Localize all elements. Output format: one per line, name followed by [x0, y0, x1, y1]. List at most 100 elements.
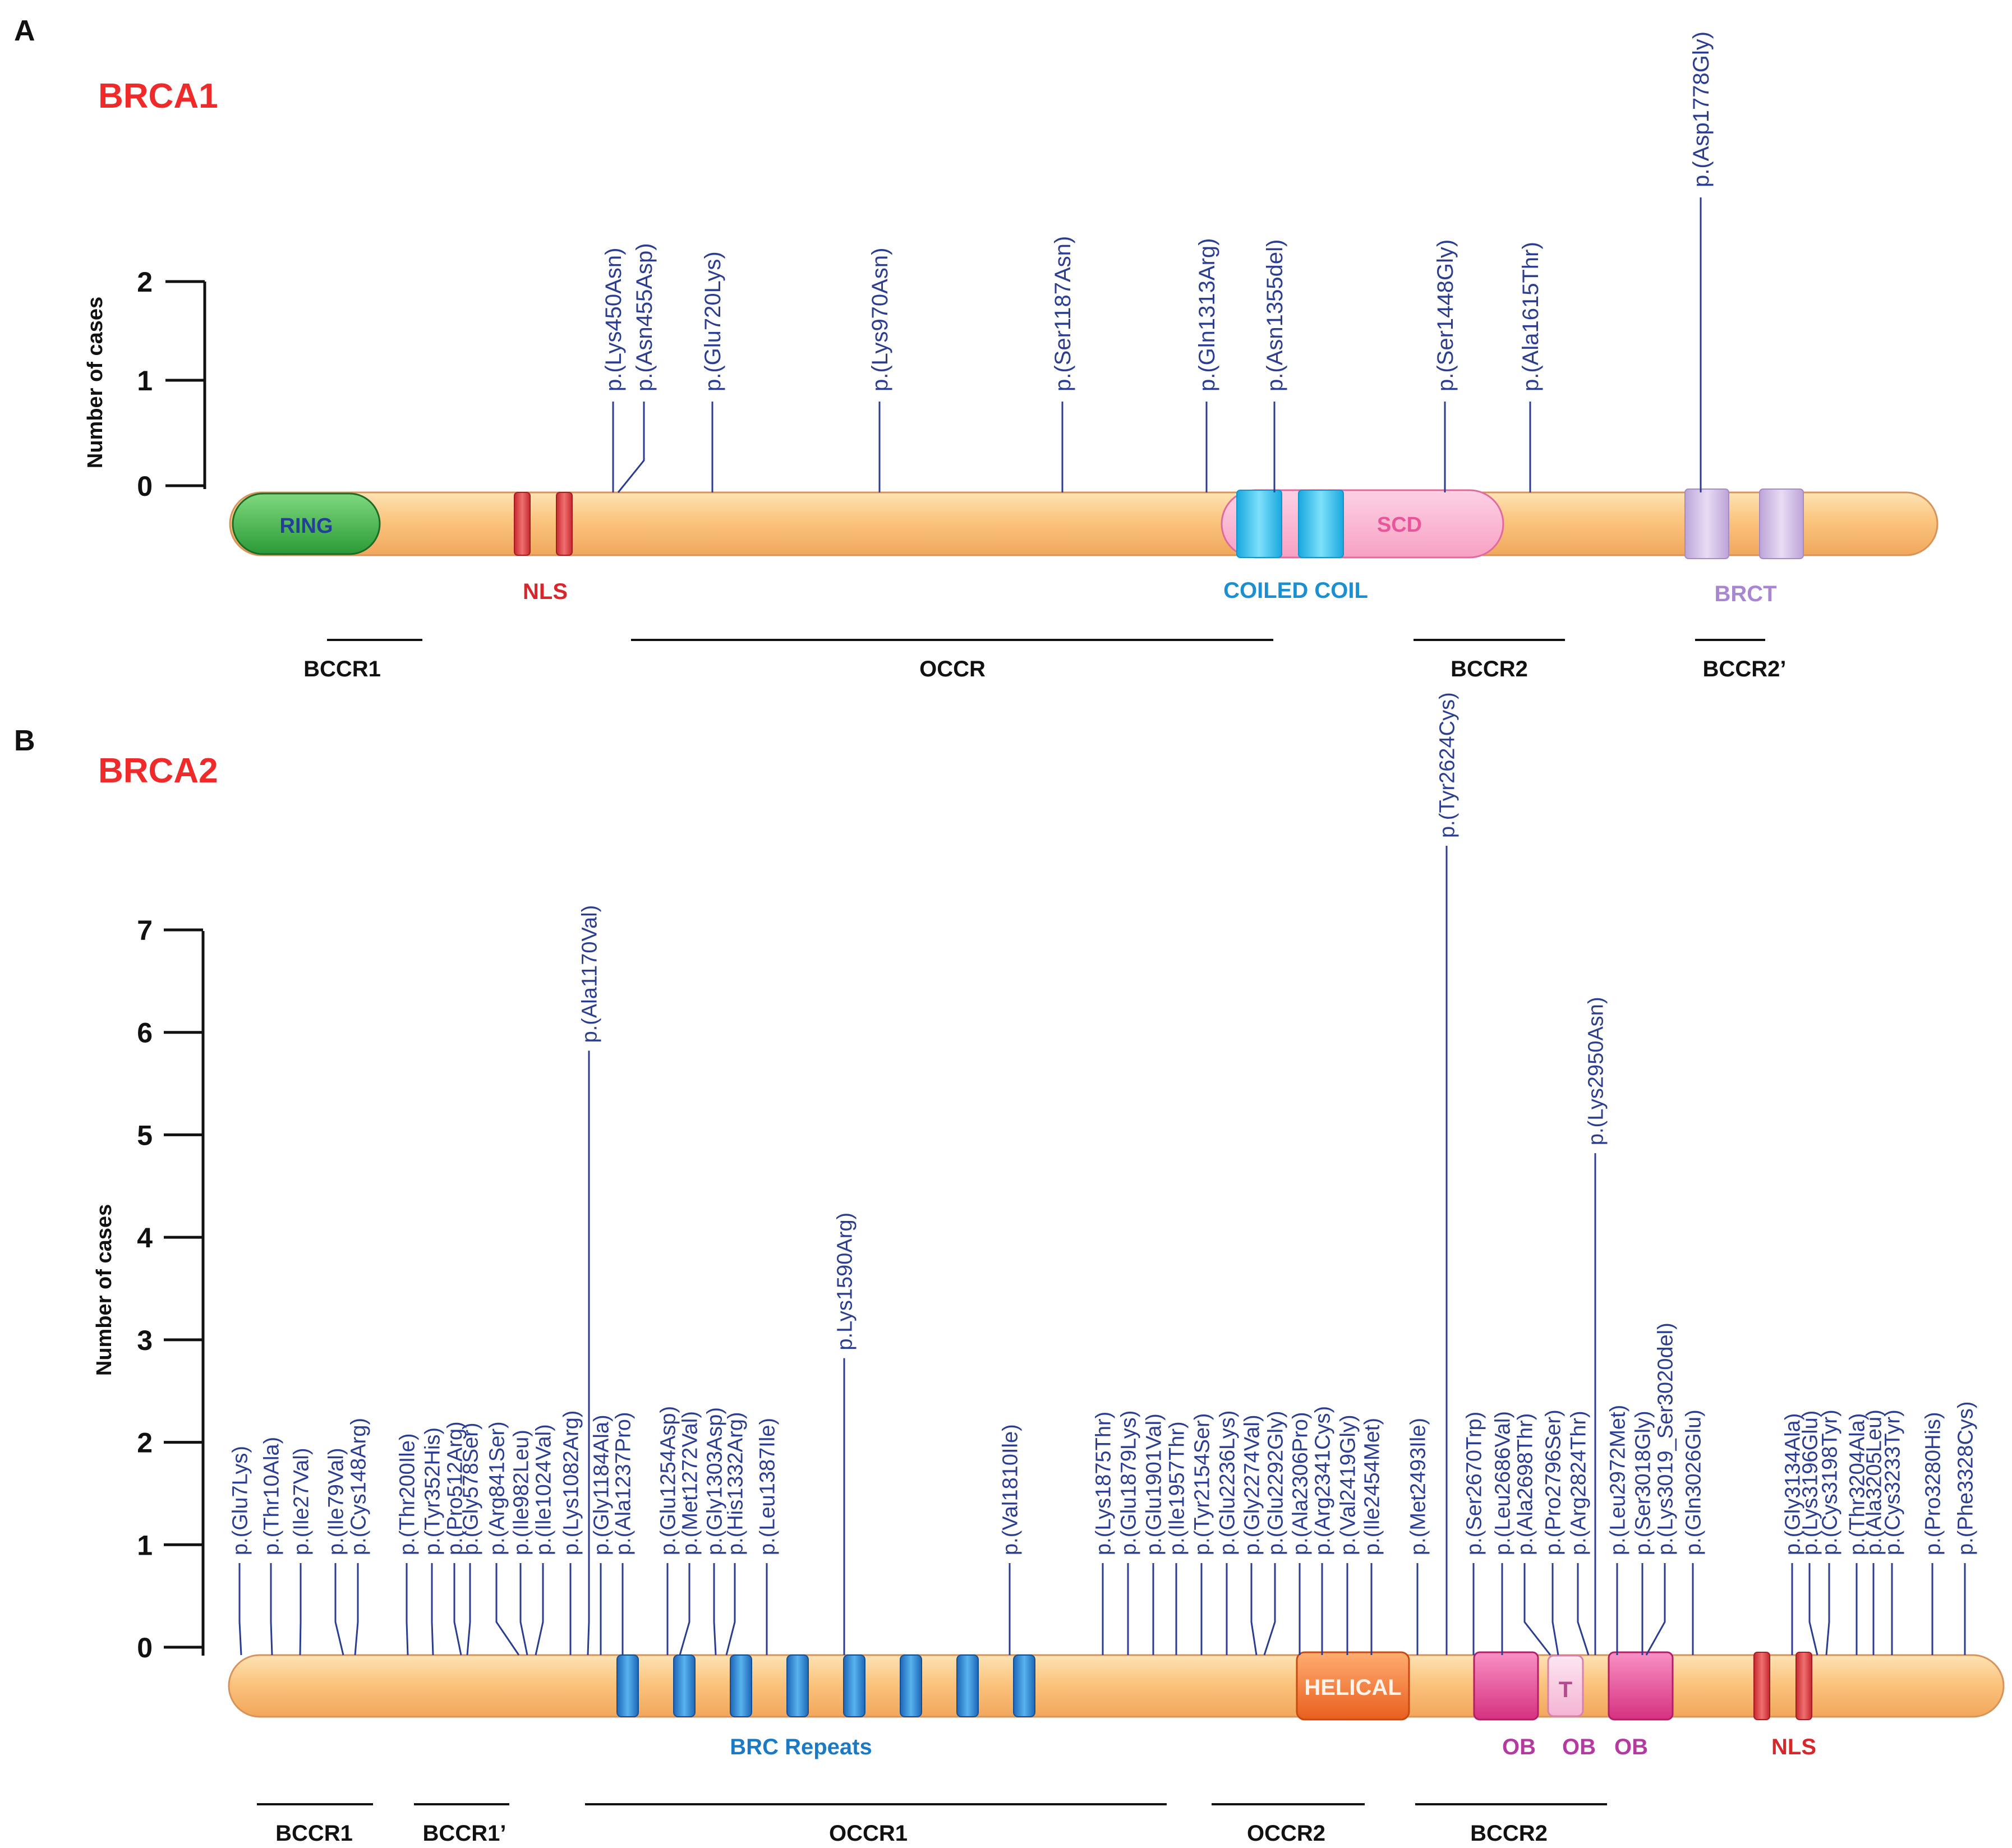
brc-repeat — [900, 1655, 922, 1717]
panel-b-y-tick-label: 2 — [137, 1427, 153, 1459]
brc-repeat — [843, 1655, 865, 1717]
variant-label: p.(Tyr352His) — [421, 1427, 444, 1555]
variant-stem — [1250, 1563, 1258, 1656]
brc-repeat — [616, 1655, 639, 1717]
variant-stem — [466, 1563, 471, 1656]
variant-label: p.(Lys1875Thr) — [1092, 1412, 1115, 1555]
panel-b-y-tick-label: 0 — [137, 1632, 153, 1663]
panel-b-y-axis-title: Number of cases — [93, 1204, 116, 1376]
variant-stem — [725, 1563, 736, 1656]
brca1-variants: p.(Lys450Asn) p.(Asn455Asp) p.(Glu720Lys) p… — [601, 31, 1714, 493]
variant-label: p.(Arg841Ser) — [485, 1421, 509, 1555]
variant-label: p.(Glu1254Asp) — [656, 1406, 680, 1555]
variant-label: p.(Gln1313Arg) — [1195, 238, 1219, 391]
coiled-coil-segment — [1298, 490, 1344, 558]
panel-a-y-tick-label: 0 — [137, 471, 153, 502]
brc-repeat — [1013, 1655, 1035, 1717]
variant-stem — [270, 1563, 273, 1656]
scd-label: SCD — [1377, 513, 1422, 537]
variant-label: p.(Ile2454Met) — [1360, 1418, 1384, 1555]
panel-a-y-axis-title: Number of cases — [84, 297, 107, 468]
panel-b-y-tick-label: 6 — [137, 1017, 153, 1049]
nls-segment — [1795, 1652, 1812, 1720]
variant-label: p.(Gly1303Asp) — [703, 1407, 726, 1555]
ob-label: OB — [1562, 1735, 1596, 1759]
variant-label: p.(Thr200Ile) — [395, 1433, 419, 1555]
variant-label: p.(Asn455Asp) — [632, 243, 657, 391]
variant-label: p.(Leu1387Ile) — [756, 1418, 779, 1555]
variant-label: p.(Ala1237Pro) — [611, 1412, 635, 1555]
nls-segment — [514, 492, 531, 556]
variant-label: p.(His1332Arg) — [724, 1412, 747, 1555]
variant-label: p.(Phe3328Cys) — [1954, 1401, 1977, 1555]
region-label: BCCR2 — [1470, 1821, 1548, 1846]
variant-label: p.(Lys1082Arg) — [559, 1411, 583, 1555]
region-label: OCCR1 — [829, 1821, 908, 1846]
tower-label: T — [1559, 1678, 1572, 1702]
variant-stem — [535, 1563, 544, 1656]
variant-label: p.(Met1272Val) — [678, 1411, 702, 1555]
variant-label: p.(Lys970Asn) — [868, 248, 892, 391]
variant-label: p.(Val2419Gly) — [1336, 1414, 1360, 1555]
variant-label: p.(Leu2972Met) — [1606, 1405, 1629, 1555]
variant-label: p.(Glu1901Val) — [1142, 1413, 1166, 1555]
ob-label: OB — [1614, 1735, 1648, 1759]
variant-stem — [299, 1563, 302, 1656]
panel-b-regions: BCCR1 BCCR1’ OCCR1 OCCR2 BCCR2 — [257, 1803, 1607, 1846]
variant-label: p.Lys1590Arg) — [833, 1213, 857, 1351]
variant-label: p.(Pro3280His) — [1921, 1412, 1945, 1555]
variant-label: p.(Ile1024Val) — [532, 1424, 555, 1555]
variant-stem — [1825, 1563, 1830, 1656]
variant-label: p.(Ser2670Trp) — [1462, 1412, 1486, 1555]
nls-label: NLS — [1771, 1735, 1816, 1759]
panel-b-y-axis: 0 1 2 3 4 5 6 7 Number of cases — [93, 915, 205, 1663]
brc-repeat — [786, 1655, 809, 1717]
variant-label: p.(Cys3198Tyr) — [1818, 1409, 1841, 1555]
panel-a-y-tick-label: 2 — [137, 266, 153, 298]
variant-stem — [354, 1563, 359, 1656]
variant-label: p.(Lys3019_Ser3020del) — [1654, 1322, 1677, 1555]
variant-label: p.(Glu2292Gly) — [1264, 1411, 1287, 1555]
brct-segment — [1684, 489, 1729, 559]
variant-label: p.(Ala2306Pro) — [1288, 1412, 1312, 1555]
ob-fold-domain — [1473, 1651, 1539, 1721]
panel-b-y-tick-label: 1 — [137, 1529, 153, 1561]
variant-label: p.(Ala2698Thr) — [1513, 1413, 1537, 1555]
variant-stem — [1551, 1563, 1559, 1656]
variant-label: p.(Leu2686Val) — [1491, 1411, 1514, 1555]
variant-label: p.(Ile79Val) — [324, 1448, 348, 1555]
variant-stem — [1645, 1563, 1666, 1656]
panel-b-y-ticks: 0 1 2 3 4 5 6 7 — [137, 915, 203, 1663]
panel-a-regions: BCCR1 OCCR BCCR2 BCCR2’ — [303, 639, 1786, 681]
brc-repeat — [730, 1655, 752, 1717]
variant-label: p.(Met2493Ile) — [1406, 1418, 1430, 1555]
variant-label: p.(Ser3018Gly) — [1631, 1411, 1655, 1555]
variant-label: p.(Arg2341Cys) — [1311, 1406, 1334, 1555]
variant-stem — [1523, 1563, 1551, 1656]
brca1-protein-bar: RING SCD — [229, 489, 1939, 559]
variant-label: p.(Ile1957Thr) — [1165, 1421, 1189, 1555]
panel-b-letter: B — [14, 725, 35, 757]
variant-label: p.(Glu2236Lys) — [1216, 1411, 1239, 1555]
panel-a-y-tick-label: 1 — [137, 365, 153, 397]
variant-label: p.(Pro2796Ser) — [1541, 1409, 1565, 1555]
ring-domain — [232, 492, 381, 555]
variant-label: p.(Ser1187Asn) — [1051, 236, 1075, 391]
panel-a-letter: A — [14, 15, 35, 47]
brca2-protein-bar: HELICAL T — [228, 1651, 2005, 1721]
variant-label: p.(Glu7Lys) — [228, 1446, 252, 1555]
region-label: BCCR2 — [1451, 657, 1528, 681]
brct-segment — [1759, 489, 1804, 559]
region-label: BCCR1 — [303, 657, 381, 681]
variant-label: p.(Gly578Ser) — [459, 1422, 482, 1555]
variant-label: p.(Asn1355del) — [1263, 239, 1287, 391]
ring-domain-label: RING — [280, 514, 333, 538]
brc-repeat — [956, 1655, 979, 1717]
variant-label: p.(Ile27Val) — [289, 1448, 313, 1555]
variant-label: p.(Glu1879Lys) — [1117, 1411, 1140, 1555]
variant-stem — [587, 1050, 590, 1656]
brc-repeat — [673, 1655, 696, 1717]
variant-label: p.(Thr10Ala) — [260, 1437, 283, 1555]
variant-label: p.(Gly1184Ala) — [590, 1414, 613, 1555]
